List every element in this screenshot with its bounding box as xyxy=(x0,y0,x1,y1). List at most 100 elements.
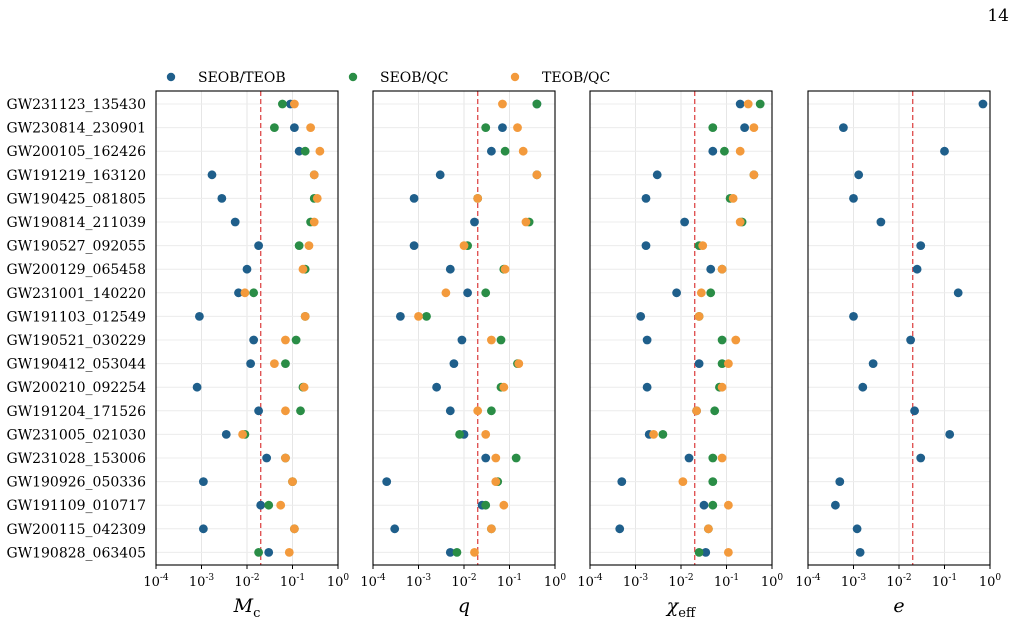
event-label: GW190412_053044 xyxy=(7,357,147,373)
point-teob-qc xyxy=(269,359,279,368)
point-teob-qc xyxy=(470,548,479,557)
point-seob-qc xyxy=(717,335,727,345)
point-teob-qc xyxy=(240,288,250,298)
point-seob-qc xyxy=(278,99,287,109)
point-seob-qc xyxy=(708,453,718,463)
point-seob-teob xyxy=(830,500,840,510)
point-seob-qc xyxy=(281,359,290,368)
x-tick-label: 10-2 xyxy=(451,573,476,590)
point-seob-teob xyxy=(694,359,704,368)
point-teob-qc xyxy=(723,359,733,368)
point-seob-teob xyxy=(642,382,652,392)
point-teob-qc xyxy=(532,170,542,180)
point-teob-qc xyxy=(312,194,322,203)
point-seob-teob xyxy=(262,453,272,463)
event-label: GW190527_092055 xyxy=(7,239,146,255)
point-seob-teob xyxy=(680,217,690,227)
point-seob-teob xyxy=(192,382,202,392)
event-label: GW230814_230901 xyxy=(7,121,146,137)
point-teob-qc xyxy=(284,548,294,557)
point-teob-qc xyxy=(276,500,286,510)
panel-4: 10-4 10-3 10-2 10-1 100 e xyxy=(795,90,1002,617)
point-seob-teob xyxy=(198,477,208,486)
point-teob-qc xyxy=(678,477,688,486)
point-seob-teob xyxy=(940,146,949,156)
point-teob-qc xyxy=(500,264,510,274)
point-teob-qc xyxy=(289,99,299,109)
legend-marker-teob-qc xyxy=(510,72,520,82)
point-seob-teob xyxy=(254,241,264,251)
x-tick-label: 10-3 xyxy=(406,573,432,590)
point-teob-qc xyxy=(692,406,701,416)
point-seob-teob xyxy=(910,406,919,416)
x-tick-label: 10-4 xyxy=(577,573,603,590)
x-tick-label: 10-3 xyxy=(623,573,649,590)
x-tick-label: 100 xyxy=(979,573,1002,590)
point-seob-teob xyxy=(849,194,858,203)
x-tick-label: 10-4 xyxy=(143,573,169,590)
point-seob-teob xyxy=(486,146,496,156)
point-seob-teob xyxy=(945,430,955,439)
point-seob-qc xyxy=(300,146,310,156)
point-teob-qc xyxy=(735,217,745,227)
point-teob-qc xyxy=(513,123,522,132)
point-seob-teob xyxy=(916,241,926,251)
point-seob-teob xyxy=(708,146,718,156)
point-seob-teob xyxy=(457,335,467,345)
point-seob-teob xyxy=(242,264,252,274)
point-seob-teob xyxy=(249,335,259,345)
point-seob-teob xyxy=(463,288,473,298)
x-tick-label: 10-1 xyxy=(714,573,739,590)
point-seob-teob xyxy=(207,170,217,180)
point-seob-qc xyxy=(706,288,716,298)
x-axis-label: χeff xyxy=(665,595,697,621)
panel-1: 10-4 10-3 10-2 10-1 100 Mc xyxy=(143,90,349,621)
point-seob-teob xyxy=(395,312,405,321)
point-seob-teob xyxy=(835,477,845,486)
point-teob-qc xyxy=(299,382,309,392)
point-teob-qc xyxy=(459,241,469,251)
event-label: GW190425_081805 xyxy=(7,191,146,207)
point-seob-teob xyxy=(854,170,864,180)
point-seob-teob xyxy=(449,359,459,368)
point-teob-qc xyxy=(481,430,491,439)
event-label: GW200105_162426 xyxy=(7,144,147,160)
point-seob-qc xyxy=(294,241,304,251)
point-seob-teob xyxy=(217,194,227,203)
point-teob-qc xyxy=(441,288,451,298)
point-seob-teob xyxy=(849,312,858,321)
point-teob-qc xyxy=(703,524,713,534)
point-teob-qc xyxy=(491,453,501,463)
event-label: GW231001_140220 xyxy=(7,286,146,302)
point-seob-qc xyxy=(717,359,727,368)
point-seob-teob xyxy=(740,123,750,132)
point-seob-qc xyxy=(249,288,259,298)
point-seob-teob xyxy=(445,548,455,557)
event-label: GW191103_012549 xyxy=(7,309,146,325)
point-teob-qc xyxy=(281,453,290,463)
point-seob-teob xyxy=(445,264,455,274)
point-seob-teob xyxy=(254,406,264,416)
point-teob-qc xyxy=(289,524,299,534)
legend-label-teob-qc: TEOB/QC xyxy=(542,70,610,86)
x-tick-label: 10-2 xyxy=(886,573,911,590)
point-seob-teob xyxy=(264,548,274,557)
point-teob-qc xyxy=(304,241,314,251)
point-seob-qc xyxy=(296,406,305,416)
point-teob-qc xyxy=(288,477,297,486)
page-number: 14 xyxy=(987,6,1009,26)
point-teob-qc xyxy=(498,99,507,109)
point-seob-qc xyxy=(658,430,668,439)
x-tick-label: 10-1 xyxy=(497,573,522,590)
event-label: GW190926_050336 xyxy=(7,475,147,491)
point-seob-teob xyxy=(432,382,442,392)
point-teob-qc xyxy=(473,406,483,416)
x-tick-label: 10-3 xyxy=(189,573,215,590)
point-seob-qc xyxy=(481,288,491,298)
point-teob-qc xyxy=(694,312,704,321)
x-axis-label: Mc xyxy=(233,595,261,621)
point-teob-qc xyxy=(306,123,316,132)
point-seob-qc xyxy=(291,335,301,345)
point-seob-teob xyxy=(198,524,208,534)
point-seob-teob xyxy=(876,217,886,227)
